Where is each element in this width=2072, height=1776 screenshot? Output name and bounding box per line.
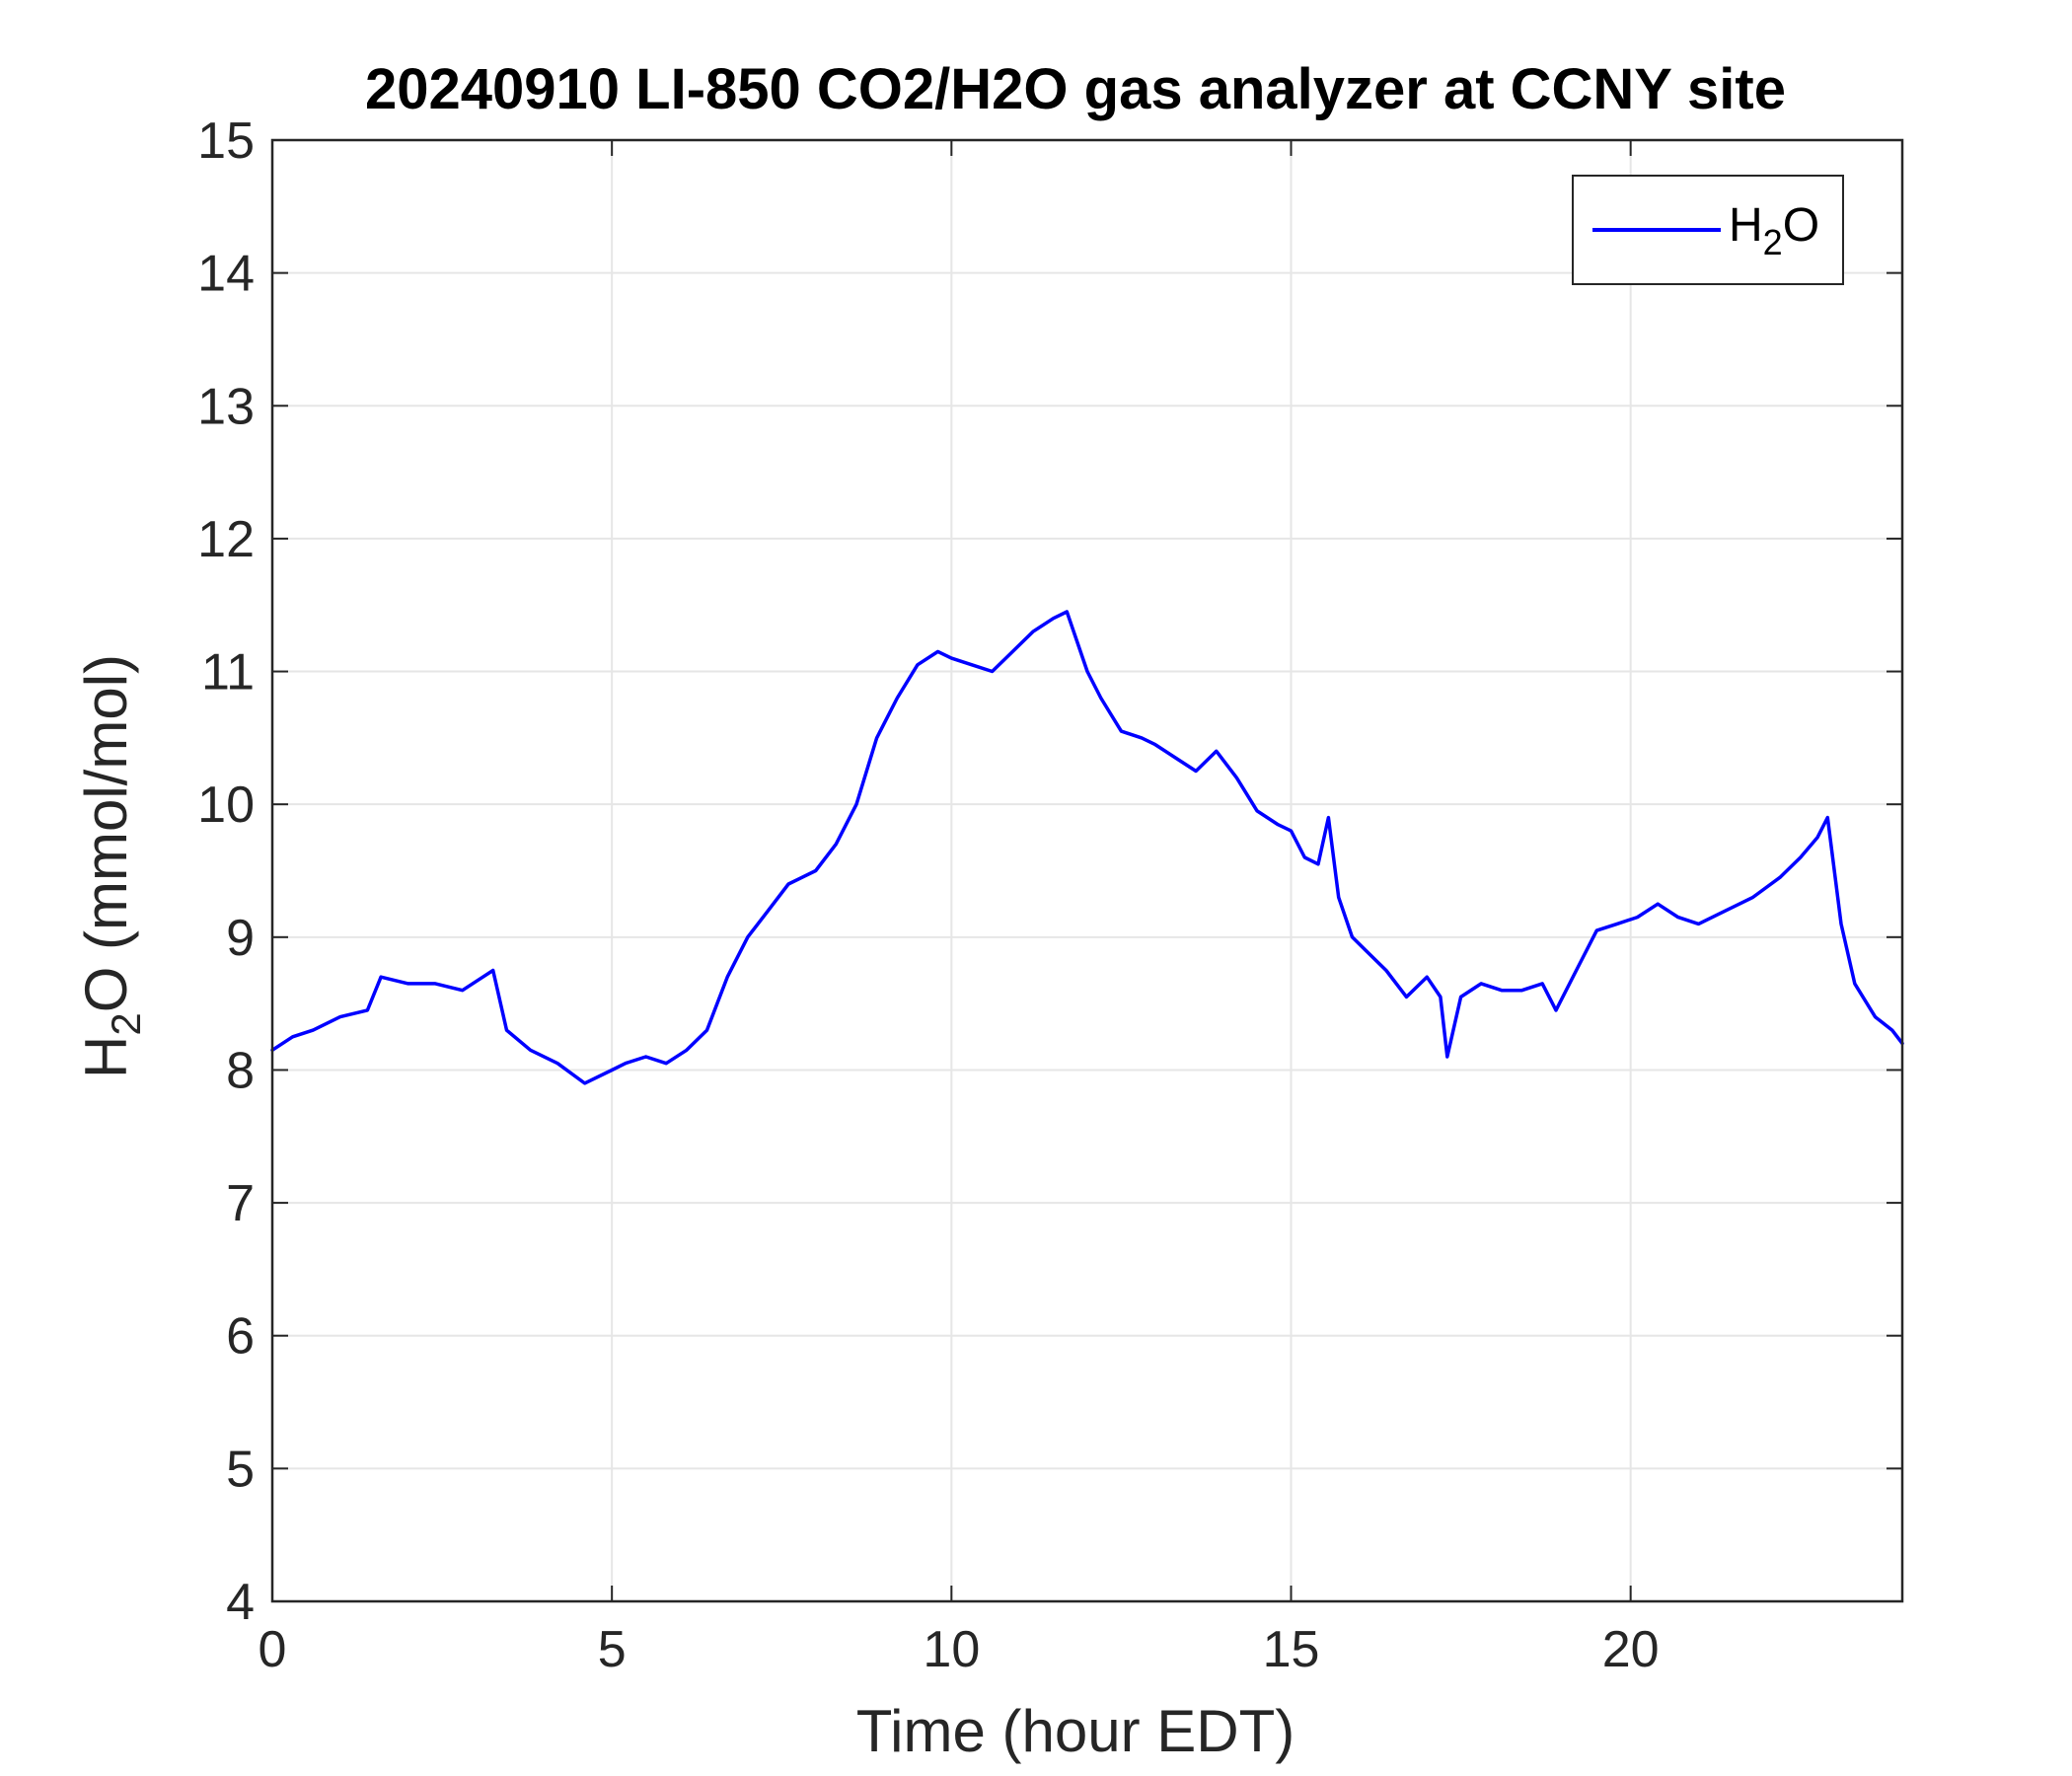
y-axis-label: H2O (mmol/mol) xyxy=(73,654,149,1078)
x-tick-label: 5 xyxy=(598,1621,627,1678)
series-line-h2o xyxy=(270,610,1904,1085)
y-tick-labels: 4 5 6 7 8 9 10 11 12 13 14 15 xyxy=(197,112,255,1631)
legend-label-h2o: H2O xyxy=(1729,199,1819,262)
y-label-subscript: 2 xyxy=(103,1012,149,1035)
y-tick-label: 11 xyxy=(201,644,255,702)
y-tick-label: 10 xyxy=(197,777,255,834)
legend: H2O xyxy=(1572,175,1844,285)
y-tick-label: 6 xyxy=(226,1308,255,1366)
y-tick-label: 7 xyxy=(226,1175,255,1232)
y-tick-label: 4 xyxy=(226,1574,255,1631)
x-axis-label: Time (hour EDT) xyxy=(856,1698,1295,1764)
y-tick-label: 5 xyxy=(226,1441,255,1498)
y-tick-label: 14 xyxy=(197,246,255,303)
y-label-base: H xyxy=(73,1036,139,1078)
x-tick-label: 0 xyxy=(259,1621,287,1678)
tick-marks xyxy=(271,139,1902,1602)
y-tick-label: 12 xyxy=(197,511,255,568)
axes-box xyxy=(270,138,1904,1603)
y-tick-label: 8 xyxy=(226,1042,255,1099)
y-tick-label: 15 xyxy=(197,112,255,170)
y-tick-label: 9 xyxy=(226,910,255,967)
y-label-rest: O (mmol/mol) xyxy=(73,654,139,1012)
series-layer xyxy=(270,610,1904,1085)
x-tick-labels: 0 5 10 15 20 xyxy=(259,1621,1660,1678)
x-tick-label: 10 xyxy=(923,1621,980,1678)
x-tick-label: 15 xyxy=(1263,1621,1320,1678)
x-tick-label: 20 xyxy=(1602,1621,1660,1678)
y-tick-label: 13 xyxy=(197,378,255,435)
chart-title: 20240910 LI-850 CO2/H2O gas analyzer at … xyxy=(365,57,1786,121)
